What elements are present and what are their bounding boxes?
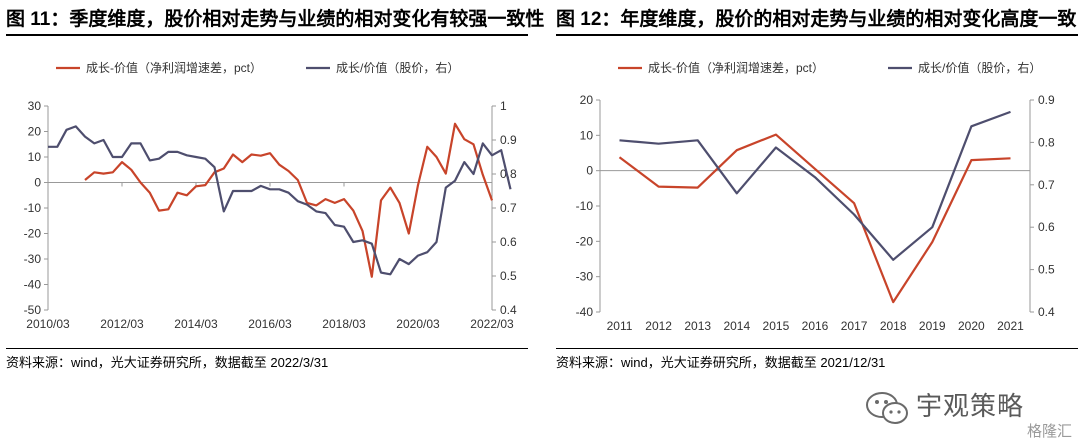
x-tick-label: 2020/03 <box>396 317 440 331</box>
left-y-tick-label: 10 <box>28 150 42 164</box>
x-tick-label: 2021 <box>997 319 1024 333</box>
right-y-tick-label: 0.7 <box>500 201 517 215</box>
x-tick-label: 2011 <box>607 319 633 333</box>
right-y-tick-label: 0.6 <box>1038 220 1055 234</box>
left-y-tick-label: -40 <box>24 278 42 292</box>
left-y-tick-label: 30 <box>28 99 42 113</box>
left-y-tick-label: -40 <box>576 305 594 319</box>
x-tick-label: 2012 <box>645 319 672 333</box>
x-tick-label: 2017 <box>841 319 868 333</box>
left-y-tick-label: -30 <box>24 252 42 266</box>
right-figure-panel: 图 12：年度维度，股价的相对走势与业绩的相对变化高度一致 成长-价值（净利润增… <box>556 0 1078 380</box>
wechat-watermark: 宇观策略 格隆汇 <box>864 382 1074 442</box>
right-y-tick-label: 0.5 <box>1038 263 1055 277</box>
right-source-note: 资料来源：wind，光大证券研究所，数据截至 2021/12/31 <box>556 355 886 370</box>
left-source-rule <box>6 348 528 349</box>
left-y-tick-label: -10 <box>24 201 42 215</box>
x-tick-label: 2018/03 <box>322 317 366 331</box>
x-tick-label: 2012/03 <box>100 317 144 331</box>
left-y-tick-label: -50 <box>24 303 42 317</box>
left-y-tick-label: 20 <box>28 125 42 139</box>
left-source-note: 资料来源：wind，光大证券研究所，数据截至 2022/3/31 <box>6 355 329 370</box>
right-annual-chart: 成长-价值（净利润增速差，pct） 成长/价值（股价，右） 20 10 0 -10 -20 -… <box>576 60 1055 333</box>
left-y-tick-label: 10 <box>580 128 594 142</box>
left-y-tick-label: 0 <box>34 176 41 190</box>
x-tick-label: 2015 <box>763 319 790 333</box>
right-y-tick-label: 0.8 <box>1038 135 1055 149</box>
right-figure-title: 图 12：年度维度，股价的相对走势与业绩的相对变化高度一致 <box>556 9 1077 30</box>
left-y-tick-label: 20 <box>580 93 594 107</box>
watermark-subtext: 格隆汇 <box>1026 423 1072 440</box>
right-y-tick-label: 0.5 <box>500 269 517 283</box>
x-tick-label: 2022/03 <box>470 317 514 331</box>
watermark-text: 宇观策略 <box>916 391 1025 421</box>
left-figure-panel: 图 11：季度维度，股价相对走势与业绩的相对变化有较强一致性 成长-价值（净利润… <box>6 0 544 380</box>
x-tick-label: 2013 <box>684 319 711 333</box>
x-tick-label: 2016 <box>802 319 829 333</box>
right-y-tick-label: 0.9 <box>1038 93 1055 107</box>
x-tick-label: 2018 <box>880 319 907 333</box>
x-tick-label: 2016/03 <box>248 317 292 331</box>
x-tick-label: 2019 <box>919 319 946 333</box>
right-y-tick-label: 1 <box>500 99 507 113</box>
x-tick-label: 2020 <box>958 319 985 333</box>
left-title-rule <box>6 34 528 36</box>
x-tick-label: 2014 <box>723 319 750 333</box>
left-quarterly-chart: 成长-价值（净利润增速差，pct） 成长/价值（股价，右） 30 20 10 0 -10 -2… <box>24 60 517 331</box>
series-line-1 <box>619 110 1011 261</box>
right-y-tick-label: 0.4 <box>500 303 517 317</box>
wechat-icon <box>866 392 908 424</box>
series-line-0 <box>84 122 494 278</box>
left-y-tick-label: -30 <box>576 270 594 284</box>
left-y-tick-label: 0 <box>586 164 593 178</box>
x-tick-label: 2010/03 <box>26 317 70 331</box>
legend-label-0: 成长-价值（净利润增速差，pct） <box>648 60 824 75</box>
right-y-tick-label: 0.6 <box>500 235 517 249</box>
legend-label-1: 成长/价值（股价，右） <box>918 60 1041 75</box>
right-y-tick-label: 0.8 <box>500 167 517 181</box>
x-tick-label: 2014/03 <box>174 317 218 331</box>
left-y-tick-label: -20 <box>576 234 594 248</box>
left-y-tick-label: -10 <box>576 199 594 213</box>
right-source-rule <box>556 348 1078 349</box>
right-y-tick-label: 0.7 <box>1038 178 1055 192</box>
legend-label-0: 成长-价值（净利润增速差，pct） <box>86 60 262 75</box>
legend-label-1: 成长/价值（股价，右） <box>336 60 459 75</box>
series-line-1 <box>48 125 512 276</box>
right-y-tick-label: 0.4 <box>1038 305 1055 319</box>
series-line-0 <box>618 133 1011 304</box>
right-title-rule <box>556 34 1078 36</box>
left-figure-title: 图 11：季度维度，股价相对走势与业绩的相对变化有较强一致性 <box>6 9 545 30</box>
right-y-tick-label: 0.9 <box>500 133 517 147</box>
left-y-tick-label: -20 <box>24 227 42 241</box>
